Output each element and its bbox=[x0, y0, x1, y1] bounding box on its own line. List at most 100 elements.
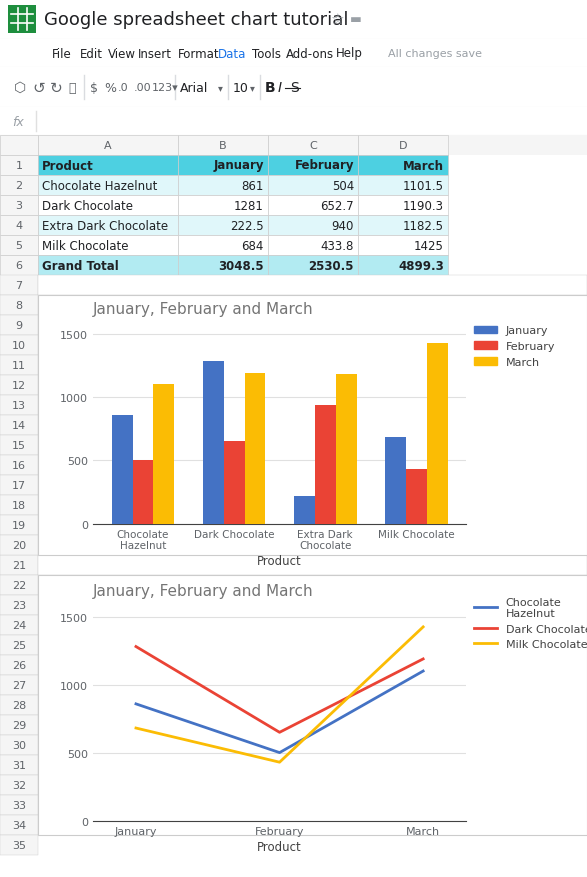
Text: 433.8: 433.8 bbox=[321, 239, 354, 253]
Text: B: B bbox=[265, 81, 276, 95]
Bar bbox=[0, 635, 38, 655]
Text: 1: 1 bbox=[15, 160, 22, 171]
Text: Tools: Tools bbox=[252, 47, 281, 61]
Text: 11: 11 bbox=[12, 360, 26, 371]
Text: 4: 4 bbox=[15, 221, 22, 231]
Bar bbox=[268, 236, 358, 256]
Bar bbox=[0, 755, 38, 775]
Bar bbox=[0, 775, 38, 795]
Bar bbox=[294, 496, 315, 524]
Bar bbox=[268, 196, 358, 216]
Text: 5: 5 bbox=[15, 240, 22, 251]
Text: 1190.3: 1190.3 bbox=[403, 199, 444, 212]
Bar bbox=[153, 385, 174, 524]
Text: 861: 861 bbox=[242, 179, 264, 192]
Text: 32: 32 bbox=[12, 781, 26, 790]
Bar bbox=[224, 441, 245, 524]
Bar bbox=[0, 136, 587, 156]
Text: 2530.5: 2530.5 bbox=[309, 260, 354, 272]
Text: 3: 3 bbox=[15, 201, 22, 210]
Bar bbox=[358, 136, 448, 156]
Bar bbox=[0, 655, 38, 675]
Text: 18: 18 bbox=[12, 501, 26, 510]
Text: D: D bbox=[399, 141, 407, 151]
Text: .0: .0 bbox=[118, 83, 129, 93]
Text: 12: 12 bbox=[12, 381, 26, 390]
Bar bbox=[358, 216, 448, 236]
Bar bbox=[268, 216, 358, 236]
Text: 21: 21 bbox=[12, 560, 26, 570]
Bar bbox=[0, 516, 38, 535]
Bar bbox=[0, 735, 38, 755]
Text: 24: 24 bbox=[12, 620, 26, 631]
Text: 1281: 1281 bbox=[234, 199, 264, 212]
Bar bbox=[0, 136, 38, 156]
Bar bbox=[38, 296, 587, 555]
Text: 2: 2 bbox=[15, 181, 22, 191]
Text: I: I bbox=[278, 81, 282, 95]
Text: 504: 504 bbox=[332, 179, 354, 192]
Text: Grand Total: Grand Total bbox=[42, 260, 119, 272]
Text: 27: 27 bbox=[12, 681, 26, 690]
Text: 14: 14 bbox=[12, 420, 26, 431]
Bar bbox=[38, 575, 587, 835]
Text: 1425: 1425 bbox=[414, 239, 444, 253]
Text: C: C bbox=[309, 141, 317, 151]
Bar bbox=[0, 715, 38, 735]
Bar bbox=[38, 136, 178, 156]
Text: View: View bbox=[108, 47, 136, 61]
Text: 4899.3: 4899.3 bbox=[398, 260, 444, 272]
Bar bbox=[0, 216, 38, 236]
Text: ↻: ↻ bbox=[50, 81, 63, 96]
Bar bbox=[38, 175, 178, 196]
Bar bbox=[0, 616, 38, 635]
Bar bbox=[0, 436, 38, 455]
Text: January, February and March: January, February and March bbox=[93, 583, 313, 598]
Bar bbox=[178, 175, 268, 196]
Bar bbox=[0, 275, 38, 296]
Bar bbox=[38, 236, 178, 256]
Text: 123▾: 123▾ bbox=[152, 83, 179, 93]
Legend: Chocolate
Hazelnut, Dark Chocolate, Milk Chocolate: Chocolate Hazelnut, Dark Chocolate, Milk… bbox=[470, 592, 587, 654]
Bar bbox=[0, 535, 38, 555]
Text: 10: 10 bbox=[12, 340, 26, 351]
Bar bbox=[358, 256, 448, 275]
Bar bbox=[0, 156, 38, 175]
Text: 23: 23 bbox=[12, 601, 26, 610]
Text: 19: 19 bbox=[12, 520, 26, 531]
Bar bbox=[0, 336, 38, 355]
X-axis label: Product: Product bbox=[257, 555, 302, 567]
Bar bbox=[178, 236, 268, 256]
Bar bbox=[0, 316, 38, 336]
Bar bbox=[0, 236, 38, 256]
Bar bbox=[358, 236, 448, 256]
Text: 29: 29 bbox=[12, 720, 26, 731]
Bar bbox=[358, 156, 448, 175]
Bar bbox=[268, 175, 358, 196]
Text: 20: 20 bbox=[12, 540, 26, 551]
Text: 31: 31 bbox=[12, 760, 26, 770]
Text: Data: Data bbox=[218, 47, 247, 61]
Bar bbox=[245, 374, 265, 524]
Text: Google spreadsheet chart tutorial: Google spreadsheet chart tutorial bbox=[44, 11, 349, 29]
Bar bbox=[0, 795, 38, 815]
Bar bbox=[38, 156, 178, 175]
X-axis label: Product: Product bbox=[257, 840, 302, 853]
Text: 1101.5: 1101.5 bbox=[403, 179, 444, 192]
Bar bbox=[0, 355, 38, 375]
Text: ☆: ☆ bbox=[330, 12, 343, 27]
Text: 10: 10 bbox=[233, 82, 249, 95]
Text: 28: 28 bbox=[12, 700, 26, 710]
Legend: January, February, March: January, February, March bbox=[470, 322, 559, 372]
Text: Chocolate Hazelnut: Chocolate Hazelnut bbox=[42, 179, 157, 192]
Bar bbox=[0, 196, 38, 216]
Text: ▾: ▾ bbox=[218, 83, 223, 93]
Text: 684: 684 bbox=[242, 239, 264, 253]
Bar bbox=[315, 405, 336, 524]
Text: .00: .00 bbox=[134, 83, 151, 93]
Bar bbox=[0, 375, 38, 396]
Text: Dark Chocolate: Dark Chocolate bbox=[42, 199, 133, 212]
Bar bbox=[0, 575, 38, 595]
Text: ▬: ▬ bbox=[350, 13, 362, 26]
Text: 222.5: 222.5 bbox=[230, 219, 264, 232]
